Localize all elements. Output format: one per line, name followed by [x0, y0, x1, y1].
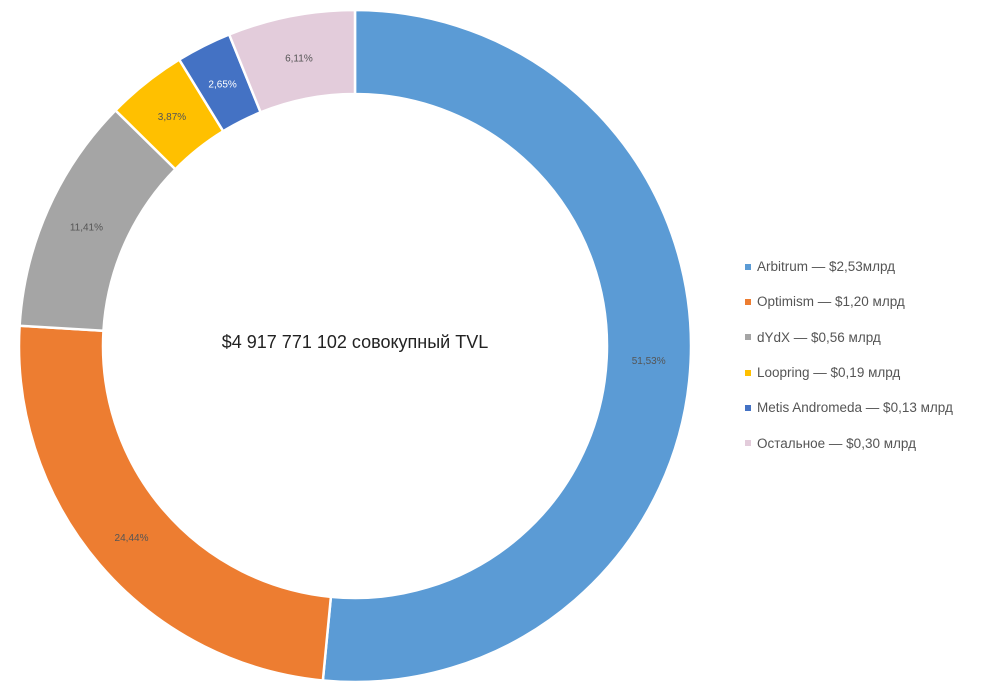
- legend-swatch: [745, 404, 751, 411]
- data-label: 24,44%: [115, 533, 149, 544]
- legend-label: Остальное — $0,30 млрд: [757, 435, 916, 451]
- legend-swatch: [745, 334, 751, 341]
- legend-label: Optimism — $1,20 млрд: [757, 294, 905, 310]
- slice-optimism: [17, 324, 333, 682]
- data-label: 6,11%: [285, 53, 313, 64]
- slice-arbitrum: [321, 8, 693, 684]
- legend-label: Metis Andromeda — $0,13 млрд: [757, 400, 953, 416]
- data-label: 11,41%: [70, 222, 103, 233]
- legend-item: Arbitrum — $2,53млрд: [745, 249, 953, 284]
- center-total-label: $4 917 771 102 совокупный TVL: [221, 332, 489, 352]
- data-label: 2,65%: [208, 79, 236, 90]
- legend-label: Loopring — $0,19 млрд: [757, 365, 901, 381]
- slice-остальное: [227, 8, 357, 114]
- legend-swatch: [745, 298, 751, 305]
- legend-swatch: [745, 263, 751, 270]
- chart-legend: Arbitrum — $2,53млрд Optimism — $1,20 млр…: [745, 249, 953, 461]
- legend-swatch: [745, 369, 751, 376]
- legend-label: Arbitrum — $2,53млрд: [757, 259, 896, 275]
- legend-item: Optimism — $1,20 млрд: [745, 284, 953, 319]
- legend-item: Остальное — $0,30 млрд: [745, 425, 953, 460]
- legend-item: Loopring — $0,19 млрд: [745, 355, 953, 390]
- data-label: 3,87%: [158, 112, 186, 123]
- legend-swatch: [745, 440, 751, 447]
- legend-label: dYdX — $0,56 млрд: [757, 329, 881, 345]
- legend-item: dYdX — $0,56 млрд: [745, 320, 953, 355]
- data-label: 51,53%: [632, 356, 666, 367]
- legend-item: Metis Andromeda — $0,13 млрд: [745, 390, 953, 425]
